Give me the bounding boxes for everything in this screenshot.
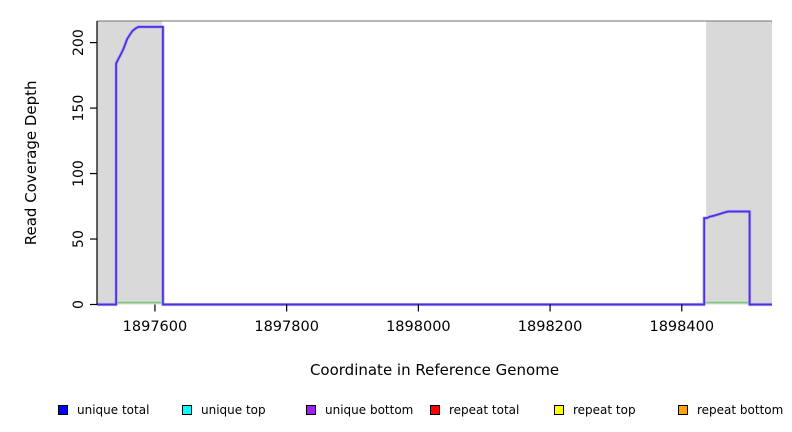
x-tick-label: 1898000	[386, 319, 451, 335]
legend-item-unique-top: unique top	[182, 402, 266, 418]
y-tick-label: 200	[71, 29, 87, 56]
legend-item-repeat-total: repeat total	[430, 402, 519, 418]
x-tick-label: 1897600	[123, 319, 188, 335]
legend-label: repeat top	[573, 403, 636, 417]
legend-swatch-unique-total	[58, 405, 68, 415]
x-axis-title: Coordinate in Reference Genome	[309, 361, 560, 379]
highlight-region-left-target-region	[97, 21, 163, 305]
legend-swatch-repeat-total	[430, 405, 440, 415]
x-tick-label: 1898200	[518, 319, 583, 335]
legend-item-unique-bottom: unique bottom	[306, 402, 413, 418]
legend-swatch-unique-bottom	[306, 405, 316, 415]
legend-item-repeat-top: repeat top	[554, 402, 636, 418]
y-axis-title: Read Coverage Depth	[22, 80, 40, 246]
legend-item-repeat-bottom: repeat bottom	[678, 402, 783, 418]
legend-label: repeat bottom	[697, 403, 784, 417]
legend-swatch-unique-top	[182, 405, 192, 415]
highlight-region-right-target-region	[706, 21, 772, 305]
legend-label: unique total	[77, 403, 150, 417]
y-tick-label: 150	[71, 95, 87, 122]
legend-swatch-repeat-bottom	[678, 405, 688, 415]
x-tick-label: 1897800	[254, 319, 319, 335]
legend-label: unique bottom	[325, 403, 414, 417]
legend-item-unique-total: unique total	[58, 402, 149, 418]
legend-label: repeat total	[449, 403, 520, 417]
y-tick-label: 0	[71, 300, 87, 309]
y-tick-label: 50	[71, 230, 87, 248]
x-tick-label: 1898400	[649, 319, 714, 335]
legend-label: unique top	[201, 403, 266, 417]
coverage-curve-halo	[97, 25, 772, 307]
y-tick-label: 100	[71, 160, 87, 187]
coverage-curve	[97, 26, 772, 306]
legend-swatch-repeat-top	[554, 405, 564, 415]
